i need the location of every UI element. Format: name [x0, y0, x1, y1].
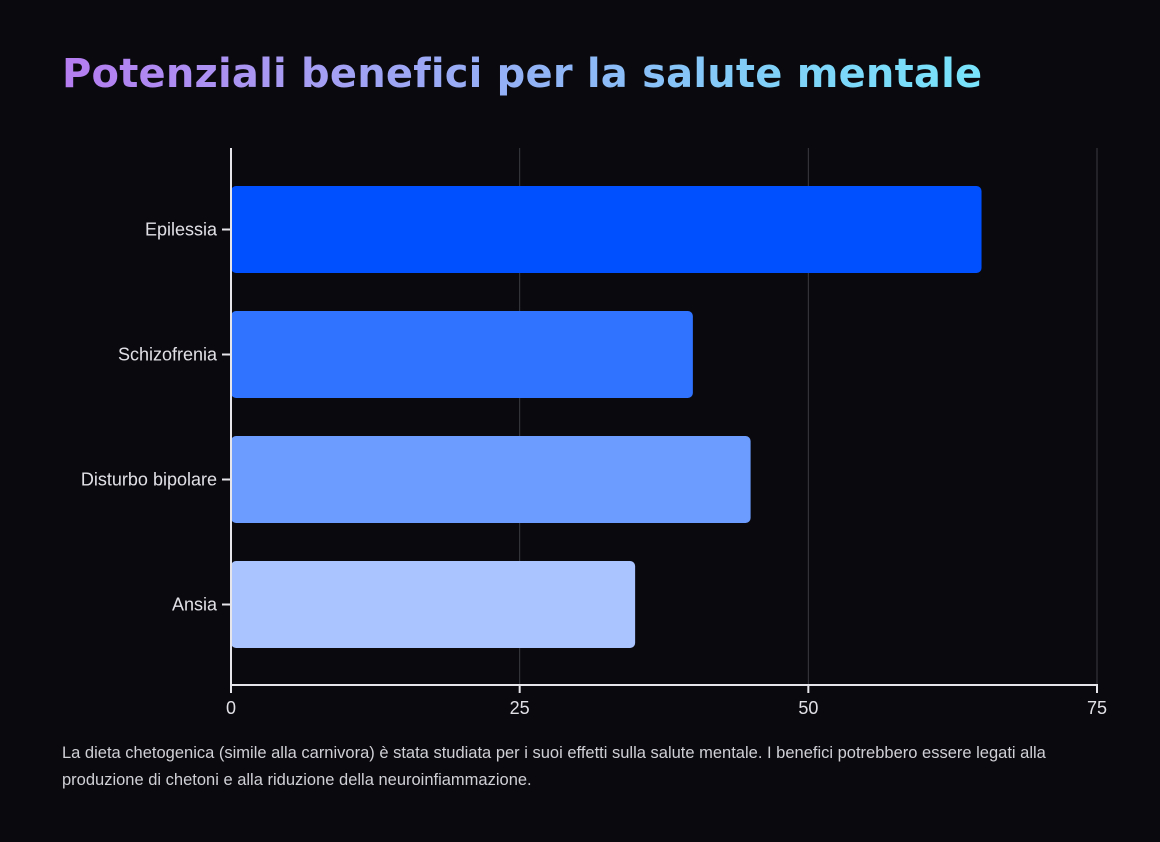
chart-caption: La dieta chetogenica (simile alla carniv… [62, 744, 1046, 789]
category-label: Disturbo bipolare [81, 470, 217, 490]
category-label: Ansia [172, 595, 218, 615]
bar-disturbo-bipolare [231, 436, 751, 523]
axes: Epilessia Schizofrenia Disturbo bipolare An… [81, 148, 1107, 718]
bar-epilessia [231, 186, 982, 273]
x-tick-label: 0 [226, 698, 236, 718]
category-label: Schizofrenia [118, 345, 218, 365]
bar-schizofrenia [231, 311, 693, 398]
bars [231, 186, 982, 648]
x-tick-label: 25 [510, 698, 530, 718]
bar-ansia [231, 561, 636, 648]
x-tick-label: 50 [798, 698, 818, 718]
category-label: Epilessia [145, 220, 218, 240]
x-tick-label: 75 [1087, 698, 1107, 718]
chart-title: Potenziali benefici per la salute mental… [62, 46, 982, 102]
